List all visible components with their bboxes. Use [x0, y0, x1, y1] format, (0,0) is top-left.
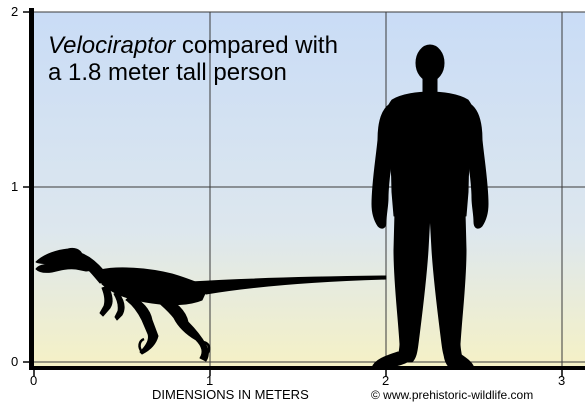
x-tick-label-0: 0 [30, 373, 38, 388]
diagram-title: Velociraptor compared with a 1.8 meter t… [48, 32, 338, 86]
x-axis-label: DIMENSIONS IN METERS [152, 387, 309, 402]
title-line-1: Velociraptor compared with [48, 32, 338, 59]
y-tick-label-2: 2 [11, 4, 19, 19]
grid [34, 11, 585, 366]
velociraptor-silhouette [35, 247, 387, 362]
title-line-2: a 1.8 meter tall person [48, 59, 287, 86]
y-axis-line [29, 8, 34, 370]
y-tick-label-0: 0 [11, 354, 19, 369]
plot-background [34, 12, 585, 366]
copyright-credit: © www.prehistoric-wildlife.com [371, 388, 534, 402]
x-axis-line [29, 366, 585, 370]
x-tick-label-3: 3 [558, 373, 566, 388]
human-silhouette [371, 44, 489, 369]
axes [23, 8, 585, 376]
title-species-name: Velociraptor [48, 32, 176, 59]
y-tick-label-1: 1 [11, 179, 19, 194]
title-line-1-rest: compared with [175, 32, 338, 59]
x-tick-label-1: 1 [206, 373, 214, 388]
x-tick-label-2: 2 [382, 373, 390, 388]
